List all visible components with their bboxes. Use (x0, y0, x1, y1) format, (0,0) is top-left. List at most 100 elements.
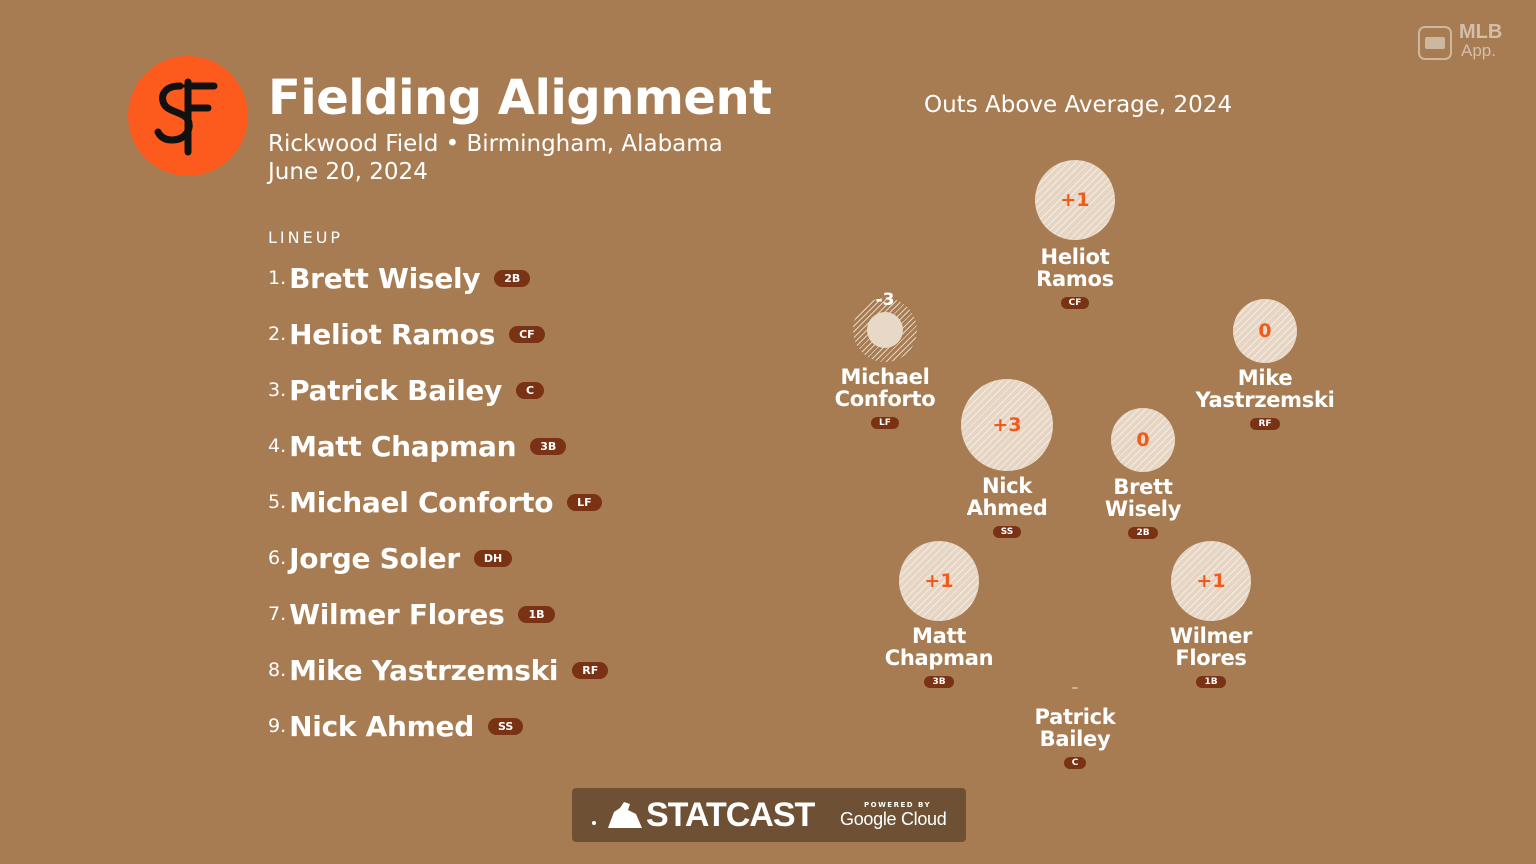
lineup-player-name: Brett Wisely (289, 261, 481, 295)
fielder-cf: +1 Heliot Ramos CF (985, 160, 1165, 309)
lineup-player-name: Wilmer Flores (289, 597, 505, 631)
oaa-disk: +1 (899, 541, 979, 621)
oaa-disk: 0 (1233, 299, 1297, 363)
fielder-first-name: Nick (982, 474, 1032, 498)
lineup-number: 8. (268, 659, 287, 681)
page-title: Fielding Alignment (268, 70, 772, 126)
lineup-player-name: Heliot Ramos (289, 317, 496, 351)
lineup-row: 5. Michael Conforto LF (268, 484, 602, 520)
lineup-number: 6. (268, 547, 287, 569)
position-badge: 1B (1196, 676, 1226, 688)
lineup-number: 2. (268, 323, 287, 345)
fielder-last-name: Chapman (884, 646, 994, 670)
fielder-lf: -3 Michael Conforto LF (795, 290, 975, 429)
lineup-row: 4. Matt Chapman 3B (268, 428, 567, 464)
fielder-3b: +1 Matt Chapman 3B (849, 541, 1029, 688)
oaa-disk (853, 298, 917, 362)
position-badge: RF (1250, 418, 1280, 430)
fielder-c: – Patrick Bailey C (985, 678, 1165, 769)
lineup-player-name: Mike Yastrzemski (289, 653, 559, 687)
oaa-disk: +3 (961, 379, 1053, 471)
position-badge: CF (1060, 297, 1090, 309)
statcast-dot (592, 821, 596, 825)
lineup-player-name: Jorge Soler (289, 541, 460, 575)
lineup-row: 9. Nick Ahmed SS (268, 708, 524, 744)
fielder-name: Brett Wisely (1053, 476, 1233, 520)
lineup-number: 3. (268, 379, 287, 401)
position-badge: SS (992, 526, 1022, 538)
fielder-first-name: Mike (1237, 366, 1293, 390)
statcast-wordmark: STATCAST (646, 796, 815, 834)
lineup-player-name: Patrick Bailey (289, 373, 503, 407)
fielder-first-name: Patrick (1034, 705, 1116, 729)
mlb-app-watermark: MLB App. (1418, 22, 1518, 64)
position-badge: SS (487, 717, 524, 735)
fielder-last-name: Bailey (1039, 727, 1111, 751)
fielder-1b: +1 Wilmer Flores 1B (1121, 541, 1301, 688)
lineup-player-name: Nick Ahmed (289, 709, 474, 743)
oaa-value: -3 (875, 290, 895, 310)
fielder-first-name: Michael (840, 365, 930, 389)
position-badge: 3B (924, 676, 954, 688)
position-badge: C (1063, 757, 1087, 769)
fielder-first-name: Matt (912, 624, 966, 648)
game-info: Rickwood Field • Birmingham, Alabama Jun… (268, 130, 723, 186)
fielder-first-name: Brett (1113, 475, 1173, 499)
position-badge: LF (871, 417, 899, 429)
lineup-heading: LINEUP (268, 228, 344, 247)
fielder-first-name: Heliot (1040, 245, 1110, 269)
mlb-app-icon (1418, 26, 1452, 60)
oaa-value: – (1071, 680, 1079, 696)
fielder-last-name: Conforto (834, 387, 936, 411)
fielder-name: Nick Ahmed (917, 475, 1097, 519)
position-badge: CF (509, 325, 545, 343)
fielder-name: Wilmer Flores (1121, 625, 1301, 669)
lineup-number: 4. (268, 435, 287, 457)
lineup-player-name: Michael Conforto (289, 485, 554, 519)
lineup-row: 8. Mike Yastrzemski RF (268, 652, 609, 688)
lineup-row: 2. Heliot Ramos CF (268, 316, 545, 352)
fielder-last-name: Flores (1175, 646, 1247, 670)
oaa-title: Outs Above Average, 2024 (924, 92, 1233, 118)
lineup-number: 7. (268, 603, 287, 625)
date-text: June 20, 2024 (268, 159, 428, 185)
app-text: App. (1461, 41, 1496, 60)
position-badge: 3B (530, 437, 567, 455)
fielder-rf: 0 Mike Yastrzemski RF (1175, 299, 1355, 430)
position-badge: DH (473, 549, 513, 567)
lineup-row: 1. Brett Wisely 2B (268, 260, 531, 296)
lineup-number: 1. (268, 267, 287, 289)
fielder-last-name: Yastrzemski (1195, 388, 1335, 412)
google-cloud-wordmark: Google Cloud (840, 809, 947, 829)
position-badge: RF (572, 661, 609, 679)
fielder-last-name: Ramos (1036, 267, 1114, 291)
lineup-number: 5. (268, 491, 287, 513)
fielder-last-name: Wisely (1104, 497, 1182, 521)
mlb-batter-icon (608, 802, 642, 828)
position-badge: 1B (518, 605, 555, 623)
lineup-player-name: Matt Chapman (289, 429, 517, 463)
venue-text: Rickwood Field • Birmingham, Alabama (268, 131, 723, 157)
oaa-disk-wrap: -3 (853, 290, 917, 362)
fielder-name: Patrick Bailey (985, 706, 1165, 750)
lineup-row: 7. Wilmer Flores 1B (268, 596, 555, 632)
team-logo (128, 56, 248, 176)
lineup-number: 9. (268, 715, 287, 737)
position-badge: 2B (1128, 527, 1158, 539)
statcast-banner: STATCAST POWERED BY Google Cloud (572, 788, 966, 842)
oaa-disk: 0 (1111, 408, 1175, 472)
fielder-2b: 0 Brett Wisely 2B (1053, 408, 1233, 539)
position-badge: C (516, 381, 545, 399)
fielder-name: Heliot Ramos (985, 246, 1165, 290)
oaa-disk: +1 (1035, 160, 1115, 240)
fielder-last-name: Ahmed (966, 496, 1048, 520)
fielder-ss: +3 Nick Ahmed SS (917, 379, 1097, 538)
position-badge: LF (567, 493, 602, 511)
powered-by-text: POWERED BY (864, 801, 932, 809)
sf-logo-icon (154, 78, 218, 156)
fielder-name: Mike Yastrzemski (1175, 367, 1355, 411)
fielder-first-name: Wilmer (1169, 624, 1253, 648)
lineup-row: 3. Patrick Bailey C (268, 372, 545, 408)
oaa-inner (867, 312, 903, 348)
fielder-name: Matt Chapman (849, 625, 1029, 669)
